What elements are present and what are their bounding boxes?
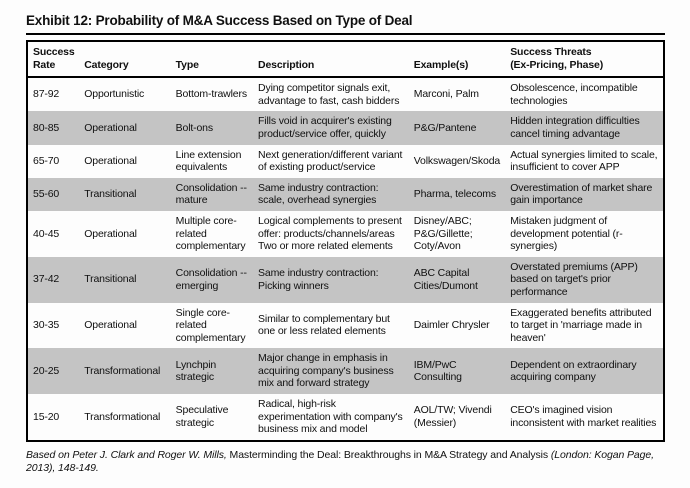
cell-description: Same industry contraction: Picking winne… bbox=[253, 256, 409, 303]
cell-success-rate: 40-45 bbox=[33, 227, 60, 240]
citation-publisher-pages: (London: Kogan Page, 2013), 148-149. bbox=[26, 448, 654, 475]
ma-success-table: Success Rate Category Type Description E… bbox=[26, 40, 665, 442]
citation-authors: Based on Peter J. Clark and Roger W. Mil… bbox=[26, 448, 230, 461]
cell-description: Same industry contraction: scale, overhe… bbox=[253, 177, 409, 211]
cell-success-rate: 55-60 bbox=[27, 177, 80, 211]
cell-type: Multiple core-related complementary bbox=[175, 214, 246, 253]
cell-success-rate: 30-35 bbox=[33, 319, 60, 332]
cell-threats: Exaggerated benefits attributed to targe… bbox=[510, 306, 652, 344]
column-header-examples: Example(s) bbox=[408, 41, 506, 79]
table-row: 87-92 Opportunistic Bottom-trawlers Dyin… bbox=[27, 77, 664, 111]
table-row: 65-70 Operational Line extension equival… bbox=[27, 145, 664, 178]
cell-category: Transitional bbox=[79, 256, 171, 303]
cell-threats: Hidden integration difficulties cancel t… bbox=[505, 111, 664, 145]
cell-type: Line extension equivalents bbox=[175, 148, 242, 174]
cell-success-rate: 87-92 bbox=[33, 88, 60, 101]
cell-threats: Mistaken judgment of development potenti… bbox=[510, 214, 623, 253]
cell-threats: Dependent on extraordinary acquiring com… bbox=[505, 348, 664, 395]
column-header-category: Category bbox=[79, 41, 171, 79]
cell-examples: IBM/PwC Consulting bbox=[408, 348, 506, 395]
cell-type: Consolidation -- mature bbox=[170, 177, 254, 211]
cell-type: Speculative strategic bbox=[175, 404, 229, 429]
cell-description: Fills void in acquirer's existing produc… bbox=[253, 111, 409, 145]
cell-examples: P&G/Pantene bbox=[408, 111, 506, 145]
cell-category: Operational bbox=[84, 227, 137, 240]
source-citation: Based on Peter J. Clark and Roger W. Mil… bbox=[26, 449, 665, 476]
cell-examples: Daimler Chrysler bbox=[413, 319, 490, 332]
cell-description: Similar to complementary but one or less… bbox=[258, 312, 390, 338]
cell-success-rate: 20-25 bbox=[27, 348, 80, 395]
table-row: 80-85 Operational Bolt-ons Fills void in… bbox=[27, 111, 664, 145]
cell-threats: Obsolescence, incompatible technologies bbox=[510, 82, 638, 107]
cell-category: Opportunistic bbox=[84, 88, 145, 101]
cell-examples: ABC Capital Cities/Dumont bbox=[408, 256, 506, 303]
column-header-success-threats: Success Threats (Ex-Pricing, Phase) bbox=[505, 41, 664, 79]
column-header-description: Description bbox=[253, 41, 409, 79]
table-row: 20-25 Transformational Lynchpin strategi… bbox=[27, 348, 664, 395]
cell-category: Operational bbox=[84, 319, 137, 332]
table-header: Success Rate Category Type Description E… bbox=[27, 41, 664, 79]
cell-type: Bottom-trawlers bbox=[175, 88, 247, 101]
cell-success-rate: 15-20 bbox=[33, 410, 60, 423]
cell-examples: AOL/TW; Vivendi (Messier) bbox=[413, 404, 492, 429]
cell-type: Consolidation -- emerging bbox=[170, 256, 254, 303]
table-row: 40-45 Operational Multiple core-related … bbox=[27, 211, 664, 257]
cell-threats: Actual synergies limited to scale, insuf… bbox=[510, 148, 658, 174]
cell-category: Transformational bbox=[79, 348, 171, 395]
cell-category: Operational bbox=[84, 154, 137, 167]
cell-examples: Pharma, telecoms bbox=[408, 177, 506, 211]
cell-success-rate: 37-42 bbox=[27, 256, 80, 303]
cell-type: Single core-related complementary bbox=[175, 306, 246, 344]
table-row: 55-60 Transitional Consolidation -- matu… bbox=[27, 177, 664, 211]
header-row: Success Rate Category Type Description E… bbox=[27, 41, 664, 79]
cell-description: Radical, high-risk experimentation with … bbox=[258, 398, 403, 436]
cell-examples: Marconi, Palm bbox=[413, 88, 479, 101]
table-row: 37-42 Transitional Consolidation -- emer… bbox=[27, 256, 664, 303]
cell-description: Major change in emphasis in acquiring co… bbox=[253, 348, 409, 395]
document-page: Exhibit 12: Probability of M&A Success B… bbox=[26, 13, 665, 476]
column-header-success-rate: Success Rate bbox=[27, 41, 80, 79]
table-row: 30-35 Operational Single core-related co… bbox=[27, 303, 664, 349]
cell-description: Dying competitor signals exit, advantage… bbox=[258, 82, 400, 107]
cell-description: Logical complements to present offer: pr… bbox=[258, 214, 402, 253]
exhibit-title: Exhibit 12: Probability of M&A Success B… bbox=[26, 13, 665, 35]
citation-book-title: Masterminding the Deal: Breakthroughs in… bbox=[229, 448, 549, 461]
cell-examples: Disney/ABC; P&G/Gillette; Coty/Avon bbox=[413, 214, 473, 253]
cell-category: Operational bbox=[79, 111, 171, 145]
cell-examples: Volkswagen/Skoda bbox=[413, 154, 501, 167]
cell-category: Transitional bbox=[79, 177, 171, 211]
column-header-type: Type bbox=[170, 41, 254, 79]
cell-threats: CEO's imagined vision inconsistent with … bbox=[510, 404, 657, 429]
table-row: 15-20 Transformational Speculative strat… bbox=[27, 394, 664, 441]
cell-success-rate: 80-85 bbox=[27, 111, 80, 145]
cell-threats: Overstated premiums (APP) based on targe… bbox=[505, 256, 664, 303]
cell-success-rate: 65-70 bbox=[33, 154, 60, 167]
cell-threats: Overestimation of market share gain impo… bbox=[505, 177, 664, 211]
table-body: 87-92 Opportunistic Bottom-trawlers Dyin… bbox=[27, 77, 664, 441]
cell-description: Next generation/different variant of exi… bbox=[258, 148, 403, 174]
cell-category: Transformational bbox=[84, 410, 161, 423]
cell-type: Bolt-ons bbox=[170, 111, 254, 145]
cell-type: Lynchpin strategic bbox=[170, 348, 254, 395]
